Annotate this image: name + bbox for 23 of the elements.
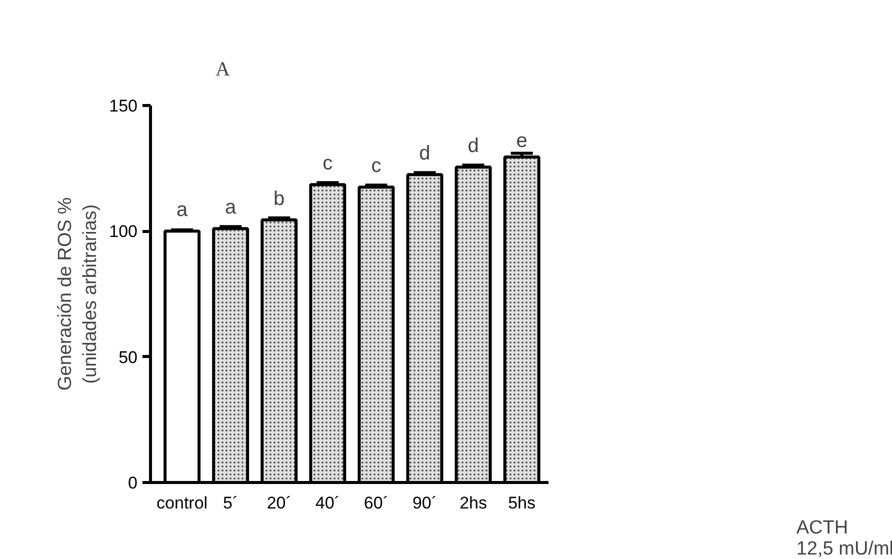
annotation: d <box>468 135 479 158</box>
y-tick-label: 0 <box>128 474 138 492</box>
annotation: c <box>322 152 333 175</box>
y-axis-title: Generación de ROS % (unidades arbitrarias) <box>54 197 102 391</box>
x-tick-label: 60´ <box>364 494 388 512</box>
text: ACTH 12,5 mU/ml <box>796 518 892 559</box>
annotation: e <box>516 130 528 152</box>
text: A <box>216 58 230 80</box>
annotation: a <box>176 199 188 222</box>
x-tick-label: control <box>156 494 208 512</box>
x-tick-label: 5´ <box>223 494 238 512</box>
x-tick-label: 40´ <box>315 494 340 512</box>
x-tick-label: 5hs <box>508 494 536 512</box>
annotation: c <box>371 155 382 178</box>
x-tick-label: 2hs <box>460 494 487 512</box>
x-tick-label: 90´ <box>412 494 438 512</box>
y-tick-label: 50 <box>118 348 138 367</box>
annotation: a <box>225 196 238 219</box>
x-tick-label: 20´ <box>266 494 292 512</box>
y-tick-label: 100 <box>109 222 138 242</box>
annotation: b <box>274 188 285 210</box>
y-tick-label: 150 <box>109 96 138 116</box>
annotation: d <box>419 142 430 165</box>
